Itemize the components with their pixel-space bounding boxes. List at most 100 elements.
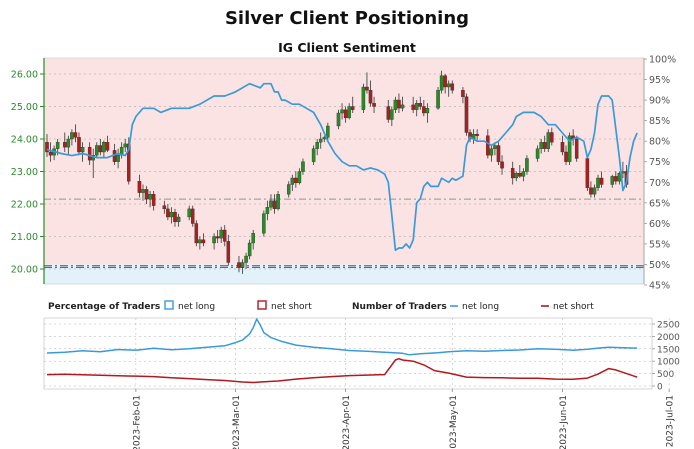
candle-body xyxy=(219,229,223,239)
candle-body xyxy=(297,171,302,184)
candle-body xyxy=(77,137,81,153)
percent-tick-label: 80% xyxy=(649,137,670,148)
candle-body xyxy=(510,168,515,179)
candle-body xyxy=(518,172,522,177)
count-tick-label: 1000 xyxy=(657,358,680,368)
price-grid xyxy=(43,57,645,285)
price-candle xyxy=(244,252,248,269)
price-candle xyxy=(464,93,469,136)
candle-body xyxy=(326,125,330,138)
price-candle xyxy=(201,233,206,247)
candle-body xyxy=(187,208,191,218)
candle-body xyxy=(244,255,248,263)
candle-body xyxy=(215,236,220,239)
price-candle xyxy=(262,210,266,237)
price-candle xyxy=(539,139,543,154)
date-tick-label: 2023-Jun-01 xyxy=(559,395,569,449)
price-candle xyxy=(518,165,522,178)
chart-title: Silver Client Positioning xyxy=(224,8,470,29)
count-tick-label: 500 xyxy=(657,370,674,380)
candle-body xyxy=(212,236,216,244)
candle-body xyxy=(336,112,341,127)
percent-axis: 45% 50% 55% 60% 65% 70% 75% 80% 85% 90% 95% 100% xyxy=(643,55,676,292)
price-candle xyxy=(247,239,252,260)
price-candle xyxy=(599,171,604,188)
percent-tick-label: 100% xyxy=(649,55,676,66)
price-candle xyxy=(500,155,504,175)
candle-body xyxy=(368,90,373,104)
candle-body xyxy=(514,172,519,179)
legend-number-long: net long xyxy=(462,302,499,312)
legend: Percentage of Traders net long net short Nu… xyxy=(48,300,594,312)
bottom-frame xyxy=(43,317,653,390)
candle-body xyxy=(386,106,391,120)
price-candle xyxy=(560,135,565,156)
count-tick-label: 2500 xyxy=(657,321,680,331)
candle-body xyxy=(393,99,398,110)
price-candle xyxy=(361,83,366,113)
date-tick-label: 2023-Jul-01 xyxy=(666,395,676,447)
price-candle xyxy=(336,109,341,130)
percent-tick-label: 75% xyxy=(649,157,670,168)
candle-body xyxy=(585,158,590,188)
price-candle xyxy=(116,148,120,169)
percent-tick-label: 65% xyxy=(649,198,670,209)
candle-body xyxy=(87,146,92,161)
legend-percentage-title: Percentage of Traders xyxy=(48,302,160,312)
legend-long-swatch xyxy=(164,300,174,310)
percent-tick-label: 55% xyxy=(649,239,670,250)
price-candle xyxy=(372,96,376,113)
price-tick-label: 24.00 xyxy=(11,135,38,146)
price-tick-label: 21.00 xyxy=(11,232,38,243)
price-candle xyxy=(276,191,280,211)
price-tick-label: 25.00 xyxy=(11,102,38,113)
candle-body xyxy=(390,109,394,120)
count-tick-label: 0 xyxy=(657,383,663,393)
price-candle xyxy=(326,122,330,143)
price-candle xyxy=(446,80,451,97)
candle-body xyxy=(201,239,206,244)
price-candle xyxy=(393,96,398,113)
price-candle xyxy=(493,142,497,156)
candle-body xyxy=(48,151,53,156)
candle-body xyxy=(535,148,540,159)
candle-body xyxy=(425,107,430,114)
price-candle xyxy=(589,181,593,198)
candle-body xyxy=(343,109,348,119)
candle-body xyxy=(222,229,227,242)
candle-body xyxy=(574,138,579,159)
price-tick-label: 26.00 xyxy=(11,70,38,81)
candle-body xyxy=(301,161,305,172)
price-candle xyxy=(240,259,245,274)
candle-body xyxy=(247,242,252,257)
candle-body xyxy=(596,177,600,188)
candle-body xyxy=(564,151,568,162)
price-candle xyxy=(63,132,67,152)
candle-body xyxy=(286,184,291,195)
price-candle xyxy=(137,174,142,198)
price-candle xyxy=(496,142,501,165)
candle-body xyxy=(500,161,504,169)
price-candle xyxy=(226,234,231,266)
price-candle xyxy=(169,207,174,224)
candle-body xyxy=(151,194,156,206)
percent-tick-label: 85% xyxy=(649,116,670,127)
candle-body xyxy=(318,138,323,143)
candle-body xyxy=(198,239,202,244)
price-candle xyxy=(397,93,401,113)
price-candle xyxy=(66,135,71,156)
price-candle xyxy=(574,135,579,162)
candle-body xyxy=(486,135,490,156)
candle-body xyxy=(443,75,447,88)
legend-percentage-short: net short xyxy=(271,302,312,312)
candle-body xyxy=(493,145,497,149)
candle-body xyxy=(311,148,316,162)
price-candle xyxy=(176,213,181,227)
price-candle xyxy=(301,158,305,175)
candle-body xyxy=(137,181,142,193)
price-candle xyxy=(87,142,92,165)
candle-body xyxy=(365,86,369,91)
price-candle xyxy=(390,106,394,126)
candle-body xyxy=(141,189,145,193)
